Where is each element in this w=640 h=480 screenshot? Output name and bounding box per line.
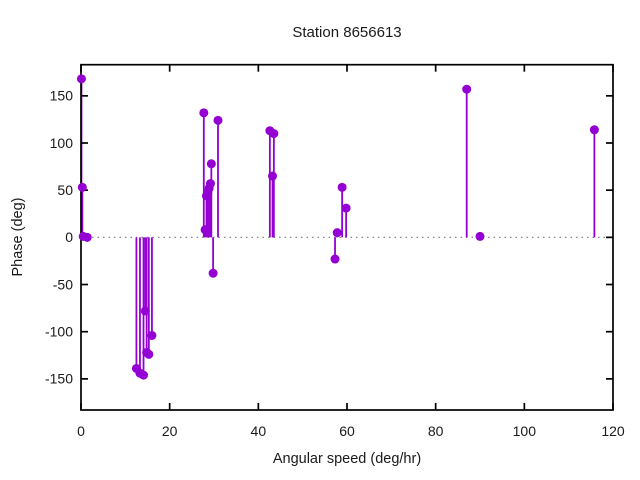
data-point: [139, 370, 149, 380]
y-tick-label: 100: [50, 135, 74, 151]
data-point: [76, 74, 86, 84]
data-point: [213, 115, 223, 125]
x-axis-label: Angular speed (deg/hr): [273, 451, 421, 467]
x-tick-label: 120: [601, 423, 625, 439]
data-point: [589, 125, 599, 135]
data-point: [208, 268, 218, 278]
x-tick-label: 60: [339, 423, 355, 439]
data-point: [330, 254, 340, 264]
impulse-stems-layer: [80, 78, 596, 376]
data-point: [140, 306, 150, 316]
data-point: [462, 84, 472, 94]
data-point: [269, 129, 279, 139]
y-axis-label: Phase (deg): [10, 198, 26, 277]
data-point: [475, 231, 485, 241]
data-points-layer: [76, 74, 599, 380]
x-tick-label: 20: [162, 423, 178, 439]
y-tick-label: -50: [53, 276, 73, 292]
data-point: [147, 330, 157, 340]
data-point: [77, 182, 87, 192]
y-tick-label: -150: [45, 371, 73, 387]
y-tick-label: -100: [45, 323, 73, 339]
data-point: [332, 228, 342, 238]
data-point: [82, 232, 92, 242]
y-tick-label: 0: [65, 229, 73, 245]
x-tick-label: 40: [251, 423, 267, 439]
y-tick-label: 150: [50, 88, 74, 104]
chart-title: Station 8656613: [292, 24, 401, 41]
x-tick-label: 100: [513, 423, 537, 439]
data-point: [268, 171, 278, 181]
data-point: [199, 108, 209, 118]
y-tick-label: 50: [57, 182, 73, 198]
data-point: [200, 225, 210, 235]
data-point: [205, 179, 215, 189]
data-point: [341, 203, 351, 213]
data-point: [144, 349, 154, 359]
data-point: [206, 159, 216, 169]
x-tick-label: 0: [77, 423, 85, 439]
data-point: [337, 182, 347, 192]
x-tick-label: 80: [428, 423, 444, 439]
